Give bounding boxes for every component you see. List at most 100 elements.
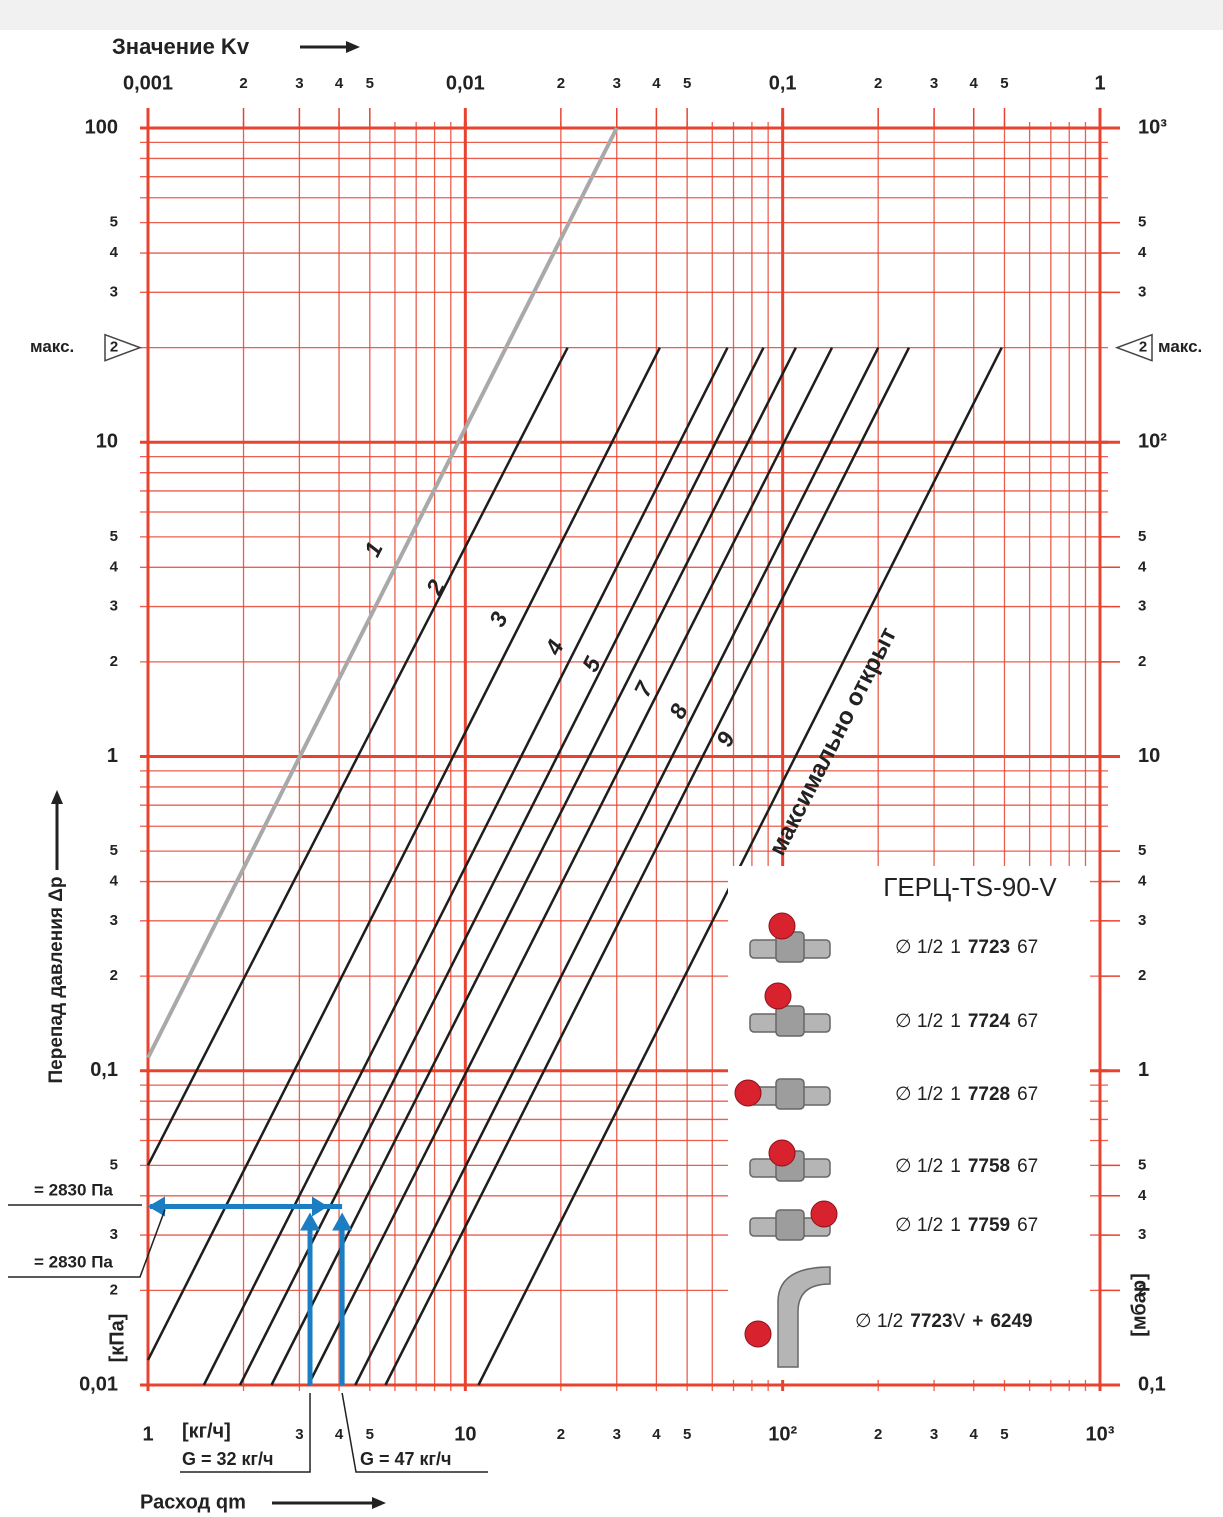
top-tick-label: 0,1 <box>769 72 797 94</box>
y-tick-label: 2 <box>110 653 118 670</box>
dp-label: = 2830 Па <box>34 1252 113 1271</box>
x-tick-label: 2 <box>557 1426 565 1443</box>
flow-label: G = 47 кг/ч <box>360 1449 452 1469</box>
valve-body <box>777 1266 831 1368</box>
x-tick-label: 2 <box>874 1426 882 1443</box>
y-unit: [кПа] <box>106 1314 128 1363</box>
y2-tick-label: 5 <box>1138 528 1146 545</box>
top-tick-label: 2 <box>557 75 565 92</box>
x-tick-label: 3 <box>930 1426 938 1443</box>
y-axis-title: Перепад давления Δp <box>46 876 67 1083</box>
arrow-head <box>332 1212 353 1231</box>
y2-tick-label: 5 <box>1138 1156 1146 1173</box>
max-marker-label: макс. <box>1158 337 1202 356</box>
curve <box>270 347 797 1386</box>
product-code-part: 67 <box>1017 1011 1038 1032</box>
valve-icon <box>749 912 831 963</box>
y-tick-label: 4 <box>110 244 119 261</box>
x-tick-label: 10² <box>768 1423 797 1445</box>
product-code: ∅ 1/2 1 7723 67 <box>895 937 1038 958</box>
product-code-part: 7723 <box>910 1311 952 1332</box>
valve-icon <box>749 982 831 1037</box>
x-tick-label: 4 <box>652 1426 661 1443</box>
top-tick-label: 3 <box>295 75 303 92</box>
arrow-head <box>300 1212 321 1231</box>
leader <box>341 1392 488 1473</box>
y2-tick-label: 10² <box>1138 431 1167 453</box>
top-tick-label: 5 <box>366 75 374 92</box>
product-code-part: 67 <box>1017 1215 1038 1236</box>
top-tick-label: 4 <box>652 75 661 92</box>
valve-body <box>775 1209 805 1241</box>
valve-icon <box>749 1139 831 1182</box>
product-code-part: ∅ 1/2 <box>895 1156 943 1177</box>
y2-tick-label: 2 <box>1138 653 1146 670</box>
max-marker <box>104 333 143 362</box>
valve-icon <box>749 1200 838 1241</box>
product-code: ∅ 1/2 1 7724 67 <box>895 1011 1038 1032</box>
y2-tick-label: 1 <box>1138 1059 1149 1081</box>
y2-tick-label: 4 <box>1138 244 1147 261</box>
y-tick-label: 0,01 <box>79 1373 118 1395</box>
product-code: ∅ 1/2 1 7759 67 <box>895 1215 1038 1236</box>
x-tick-label: 5 <box>1000 1426 1008 1443</box>
product-code-part: ∅ 1/2 <box>895 937 943 958</box>
x-tick-label: 5 <box>683 1426 691 1443</box>
product-code-part: 67 <box>1017 937 1038 958</box>
leader <box>180 1393 311 1473</box>
top-tick-label: 2 <box>239 75 247 92</box>
y2-unit: [мбар] <box>1128 1273 1150 1337</box>
product-code-part: ∅ 1/2 <box>895 1011 943 1032</box>
curve <box>146 347 661 1361</box>
y-tick-label: 10 <box>96 431 118 453</box>
y-tick-label: 5 <box>110 842 118 859</box>
y-tick-label: 3 <box>110 1226 118 1243</box>
top-tick-label: 2 <box>874 75 882 92</box>
y-tick-label: 3 <box>110 598 118 615</box>
product-code-part: 67 <box>1017 1156 1038 1177</box>
grid <box>140 122 1108 1391</box>
top-axis-title: Значение Kv <box>112 34 250 59</box>
valve-cap <box>768 912 796 940</box>
y2-tick-label: 3 <box>1138 598 1146 615</box>
y2-tick-label: 5 <box>1138 842 1146 859</box>
y-tick-label: 100 <box>85 116 118 138</box>
max-marker-symbol: 2 <box>1139 339 1147 356</box>
product-code-part: + <box>972 1311 983 1332</box>
y2-tick-label: 4 <box>1138 1187 1147 1204</box>
y2-tick-label: 5 <box>1138 214 1146 231</box>
curve <box>384 347 911 1386</box>
curve <box>307 347 834 1386</box>
arrow-head <box>312 1196 329 1217</box>
valve-cap <box>810 1200 838 1228</box>
flow-label: G = 32 кг/ч <box>182 1449 274 1469</box>
valve-cap <box>768 1139 796 1167</box>
curve <box>238 347 765 1386</box>
product-code: ∅ 1/2 7723V +6249 <box>855 1311 1033 1332</box>
product-code: ∅ 1/2 1 7728 67 <box>895 1084 1038 1105</box>
product-code-part: 1 <box>950 937 961 958</box>
valve-cap <box>764 982 792 1010</box>
valve-icon <box>744 1266 831 1368</box>
top-tick-label: 0,01 <box>446 72 485 94</box>
top-tick-label: 3 <box>613 75 621 92</box>
y-tick-label: 5 <box>110 214 118 231</box>
product-code-part: 7724 <box>968 1011 1011 1032</box>
y-tick-label: 5 <box>110 1156 118 1173</box>
product-code-part: 7758 <box>968 1156 1010 1177</box>
valve-cap <box>744 1320 772 1348</box>
top-tick-label: 5 <box>683 75 691 92</box>
x-tick-label: 5 <box>366 1426 374 1443</box>
product-code-part: V <box>953 1311 966 1332</box>
product-code-part: 67 <box>1017 1084 1038 1105</box>
product-code-part: 6249 <box>990 1311 1032 1332</box>
product-code-part: 7728 <box>968 1084 1010 1105</box>
leader <box>8 1209 166 1278</box>
x-tick-label: 3 <box>613 1426 621 1443</box>
product-code-part: 1 <box>950 1215 961 1236</box>
max-marker-symbol: 2 <box>110 339 118 356</box>
y-tick-label: 2 <box>110 967 118 984</box>
max-marker-label: макс. <box>30 337 74 356</box>
y2-tick-label: 4 <box>1138 873 1147 890</box>
